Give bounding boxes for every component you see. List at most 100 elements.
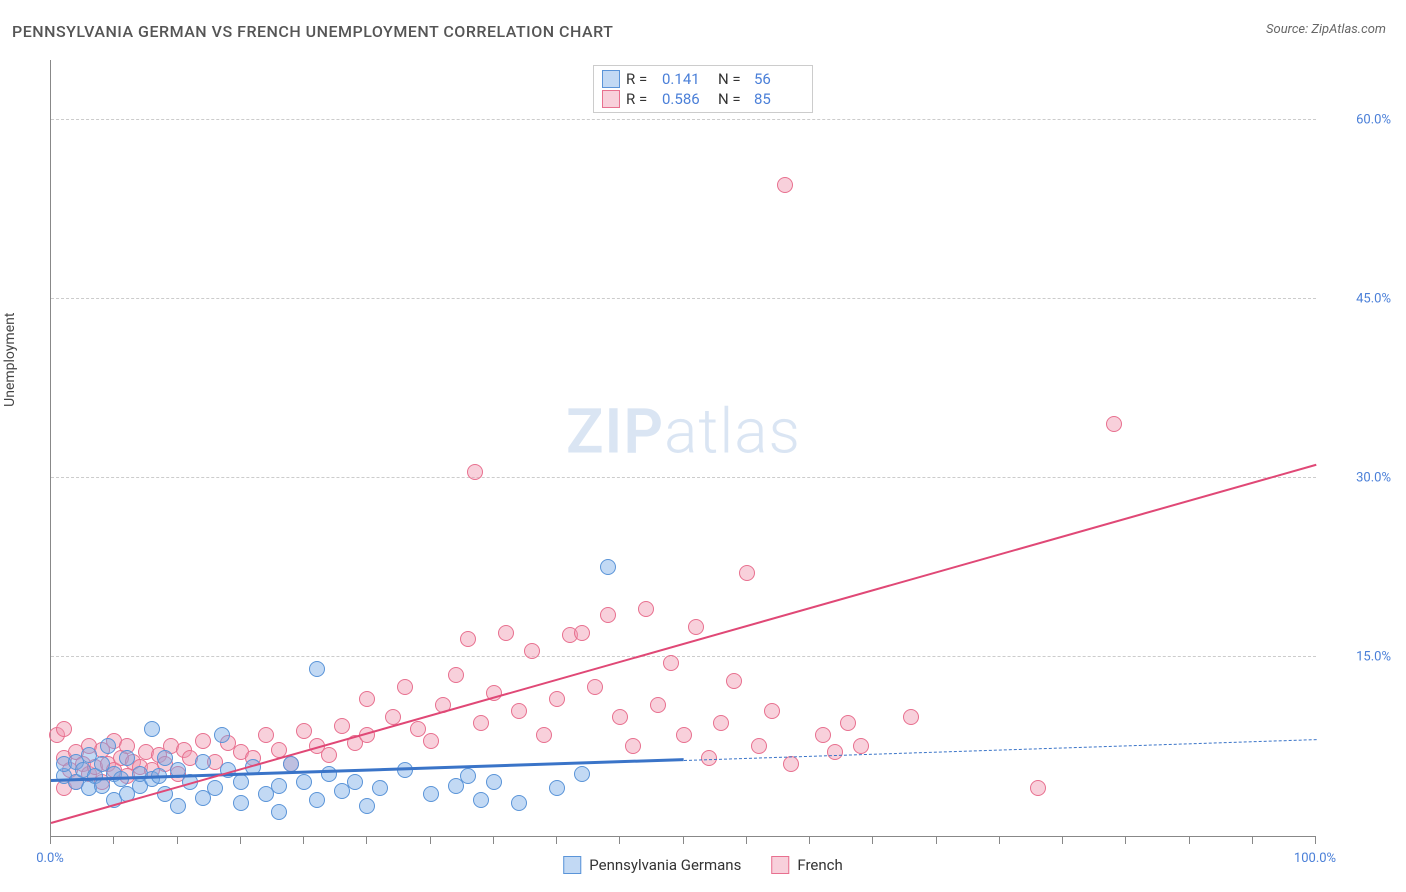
scatter-point bbox=[473, 792, 489, 808]
scatter-point bbox=[144, 721, 160, 737]
scatter-point bbox=[195, 754, 211, 770]
scatter-point bbox=[713, 715, 729, 731]
x-tick-label: 100.0% bbox=[1294, 851, 1336, 866]
chart-title: PENNSYLVANIA GERMAN VS FRENCH UNEMPLOYME… bbox=[12, 22, 613, 41]
x-tick bbox=[1189, 837, 1190, 844]
y-tick-label: 60.0% bbox=[1356, 112, 1391, 127]
stats-N-value-2: 85 bbox=[754, 90, 804, 108]
scatter-point bbox=[321, 747, 337, 763]
scatter-point bbox=[473, 715, 489, 731]
legend-label-series1: Pennsylvania Germans bbox=[589, 856, 741, 874]
scatter-point bbox=[271, 804, 287, 820]
x-tick bbox=[240, 837, 241, 844]
scatter-point bbox=[347, 774, 363, 790]
stats-swatch-series1 bbox=[602, 70, 620, 88]
watermark: ZIPatlas bbox=[566, 396, 801, 469]
plot-area: ZIPatlas bbox=[50, 60, 1316, 837]
scatter-point bbox=[157, 750, 173, 766]
scatter-point bbox=[524, 643, 540, 659]
scatter-point bbox=[359, 798, 375, 814]
scatter-point bbox=[56, 721, 72, 737]
legend-label-series2: French bbox=[797, 856, 842, 874]
scatter-point bbox=[423, 786, 439, 802]
scatter-point bbox=[214, 727, 230, 743]
scatter-point bbox=[536, 727, 552, 743]
gridline bbox=[51, 298, 1316, 299]
scatter-point bbox=[777, 177, 793, 193]
scatter-point bbox=[587, 679, 603, 695]
x-tick bbox=[50, 837, 51, 844]
x-tick bbox=[556, 837, 557, 844]
x-tick bbox=[430, 837, 431, 844]
x-tick bbox=[936, 837, 937, 844]
scatter-point bbox=[423, 733, 439, 749]
scatter-point bbox=[309, 792, 325, 808]
scatter-point bbox=[827, 744, 843, 760]
scatter-point bbox=[385, 709, 401, 725]
scatter-point bbox=[688, 619, 704, 635]
scatter-point bbox=[676, 727, 692, 743]
scatter-point bbox=[574, 766, 590, 782]
scatter-point bbox=[903, 709, 919, 725]
scatter-point bbox=[638, 601, 654, 617]
scatter-point bbox=[600, 607, 616, 623]
legend-swatch-series2 bbox=[771, 856, 789, 874]
legend-swatch-series1 bbox=[563, 856, 581, 874]
scatter-point bbox=[1030, 780, 1046, 796]
y-tick-label: 30.0% bbox=[1356, 470, 1391, 485]
scatter-point bbox=[410, 721, 426, 737]
scatter-point bbox=[751, 738, 767, 754]
scatter-point bbox=[460, 768, 476, 784]
scatter-point bbox=[397, 679, 413, 695]
scatter-point bbox=[296, 774, 312, 790]
x-tick bbox=[493, 837, 494, 844]
stats-swatch-series2 bbox=[602, 90, 620, 108]
stats-row-series2: R = 0.586 N = 85 bbox=[602, 89, 804, 109]
trend-line-extrapolated bbox=[683, 739, 1316, 761]
scatter-point bbox=[764, 703, 780, 719]
legend-item-series1: Pennsylvania Germans bbox=[563, 856, 741, 874]
bottom-legend: Pennsylvania Germans French bbox=[563, 856, 843, 874]
scatter-point bbox=[739, 565, 755, 581]
scatter-point bbox=[448, 667, 464, 683]
chart-source: Source: ZipAtlas.com bbox=[1266, 22, 1386, 37]
scatter-point bbox=[309, 661, 325, 677]
x-tick-label: 0.0% bbox=[36, 851, 64, 866]
scatter-point bbox=[498, 625, 514, 641]
x-tick bbox=[619, 837, 620, 844]
stats-R-label: R = bbox=[626, 70, 656, 88]
scatter-point bbox=[1106, 416, 1122, 432]
scatter-point bbox=[600, 559, 616, 575]
stats-row-series1: R = 0.141 N = 56 bbox=[602, 69, 804, 89]
x-tick bbox=[1315, 837, 1316, 844]
scatter-point bbox=[372, 780, 388, 796]
scatter-point bbox=[840, 715, 856, 731]
x-tick bbox=[746, 837, 747, 844]
scatter-point bbox=[574, 625, 590, 641]
y-tick-label: 45.0% bbox=[1356, 291, 1391, 306]
stats-box: R = 0.141 N = 56 R = 0.586 N = 85 bbox=[593, 65, 813, 113]
scatter-point bbox=[296, 723, 312, 739]
legend-item-series2: French bbox=[771, 856, 842, 874]
scatter-point bbox=[195, 733, 211, 749]
scatter-point bbox=[625, 738, 641, 754]
scatter-point bbox=[511, 795, 527, 811]
scatter-point bbox=[650, 697, 666, 713]
scatter-point bbox=[100, 738, 116, 754]
x-tick bbox=[177, 837, 178, 844]
x-tick bbox=[113, 837, 114, 844]
scatter-point bbox=[321, 766, 337, 782]
x-tick bbox=[1125, 837, 1126, 844]
scatter-point bbox=[258, 727, 274, 743]
scatter-point bbox=[271, 778, 287, 794]
x-tick bbox=[683, 837, 684, 844]
scatter-point bbox=[853, 738, 869, 754]
scatter-point bbox=[612, 709, 628, 725]
x-tick bbox=[303, 837, 304, 844]
gridline bbox=[51, 656, 1316, 657]
x-tick bbox=[1252, 837, 1253, 844]
x-tick bbox=[366, 837, 367, 844]
scatter-point bbox=[334, 718, 350, 734]
x-tick bbox=[872, 837, 873, 844]
scatter-point bbox=[511, 703, 527, 719]
